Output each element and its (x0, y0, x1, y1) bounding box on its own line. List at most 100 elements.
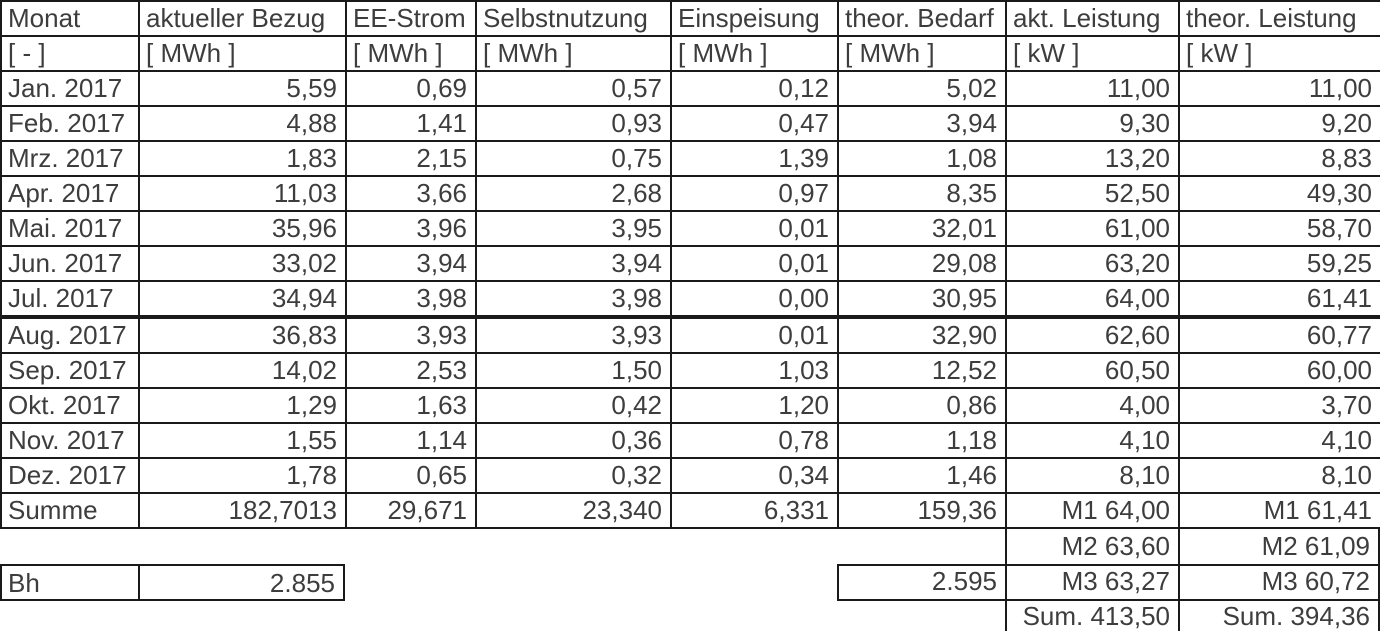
value-cell: 1,78 (138, 457, 347, 494)
summary-value-cell: 159,36 (837, 492, 1007, 529)
value-cell: 1,08 (837, 140, 1007, 177)
value-cell: 35,96 (138, 210, 347, 247)
value-cell: 3,70 (1178, 387, 1380, 424)
value-cell: 3,94 (345, 245, 477, 282)
value-cell: 8,10 (1178, 457, 1380, 494)
value-cell: 0,65 (345, 457, 477, 494)
column-unit: [ MWh ] (345, 35, 477, 72)
value-cell: 1,18 (837, 422, 1007, 459)
month-cell: Jan. 2017 (0, 70, 140, 107)
summary-value-cell: 29,671 (345, 492, 477, 529)
value-cell: 4,88 (138, 105, 347, 142)
value-cell: 61,00 (1005, 210, 1180, 247)
column-header: theor. Leistung (1178, 0, 1380, 37)
value-cell: 0,36 (475, 422, 672, 459)
month-cell: Jul. 2017 (0, 280, 140, 318)
column-unit: [ MWh ] (138, 35, 347, 72)
table-footer-zone: M2 63,60 M2 61,09 Bh 2.855 2.595 M3 63,2… (0, 529, 1380, 631)
value-cell: 32,01 (837, 210, 1007, 247)
sum-theor-leistung-cell: Sum. 394,36 (1178, 599, 1380, 631)
column-unit: [ MWh ] (837, 35, 1007, 72)
m3-theor-leistung-cell: M3 60,72 (1178, 564, 1380, 601)
value-cell: 60,77 (1178, 315, 1380, 354)
column-header: Monat (0, 0, 140, 37)
m2-theor-leistung-cell: M2 61,09 (1178, 529, 1380, 566)
value-cell: 5,59 (138, 70, 347, 107)
value-cell: 3,94 (475, 245, 672, 282)
column-unit: [ - ] (0, 35, 140, 72)
value-cell: 0,78 (670, 422, 839, 459)
value-cell: 52,50 (1005, 175, 1180, 212)
summary-value-cell: M1 61,41 (1178, 492, 1380, 529)
value-cell: 61,41 (1178, 280, 1380, 318)
energy-table: Monat aktueller Bezug EE-Strom Selbstnutzun… (0, 0, 1380, 529)
column-header: akt. Leistung (1005, 0, 1180, 37)
value-cell: 36,83 (138, 315, 347, 354)
value-cell: 3,94 (837, 105, 1007, 142)
month-cell: Mai. 2017 (0, 210, 140, 247)
sum-akt-leistung-cell: Sum. 413,50 (1005, 599, 1178, 631)
value-cell: 33,02 (138, 245, 347, 282)
value-cell: 13,20 (1005, 140, 1180, 177)
value-cell: 1,83 (138, 140, 347, 177)
value-cell: 59,25 (1178, 245, 1380, 282)
value-cell: 11,03 (138, 175, 347, 212)
value-cell: 8,10 (1005, 457, 1180, 494)
column-header: Einspeisung (670, 0, 839, 37)
month-cell: Apr. 2017 (0, 175, 140, 212)
summary-value-cell: 6,331 (670, 492, 839, 529)
value-cell: 1,14 (345, 422, 477, 459)
value-cell: 0,12 (670, 70, 839, 107)
value-cell: 1,20 (670, 387, 839, 424)
value-cell: 0,00 (670, 280, 839, 318)
value-cell: 12,52 (837, 352, 1007, 389)
value-cell: 1,29 (138, 387, 347, 424)
value-cell: 2,68 (475, 175, 672, 212)
value-cell: 8,83 (1178, 140, 1380, 177)
column-unit: [ MWh ] (475, 35, 672, 72)
value-cell: 9,20 (1178, 105, 1380, 142)
month-cell: Okt. 2017 (0, 387, 140, 424)
value-cell: 4,10 (1178, 422, 1380, 459)
column-header: aktueller Bezug (138, 0, 347, 37)
column-unit: [ kW ] (1005, 35, 1180, 72)
month-cell: Mrz. 2017 (0, 140, 140, 177)
value-cell: 1,39 (670, 140, 839, 177)
value-cell: 32,90 (837, 315, 1007, 354)
bh-label-cell: Bh (0, 564, 138, 601)
value-cell: 3,96 (345, 210, 477, 247)
value-cell: 29,08 (837, 245, 1007, 282)
value-cell: 3,93 (475, 315, 672, 354)
summary-value-cell: 182,7013 (138, 492, 347, 529)
value-cell: 3,98 (345, 280, 477, 318)
value-cell: 0,32 (475, 457, 672, 494)
value-cell: 0,34 (670, 457, 839, 494)
month-cell: Sep. 2017 (0, 352, 140, 389)
value-cell: 3,98 (475, 280, 672, 318)
value-cell: 64,00 (1005, 280, 1180, 318)
value-cell: 0,01 (670, 210, 839, 247)
summary-label-cell: Summe (0, 492, 140, 529)
column-header: Selbstnutzung (475, 0, 672, 37)
value-cell: 0,42 (475, 387, 672, 424)
value-cell: 9,30 (1005, 105, 1180, 142)
column-header: theor. Bedarf (837, 0, 1007, 37)
month-cell: Aug. 2017 (0, 315, 140, 354)
value-cell: 3,66 (345, 175, 477, 212)
value-cell: 3,95 (475, 210, 672, 247)
value-cell: 1,41 (345, 105, 477, 142)
value-cell: 0,93 (475, 105, 672, 142)
summary-value-cell: M1 64,00 (1005, 492, 1180, 529)
summary-value-cell: 23,340 (475, 492, 672, 529)
month-cell: Feb. 2017 (0, 105, 140, 142)
m2-theor-bedarf-empty-cell (837, 529, 1005, 566)
value-cell: 11,00 (1005, 70, 1180, 107)
value-cell: 34,94 (138, 280, 347, 318)
value-cell: 0,97 (670, 175, 839, 212)
value-cell: 0,86 (837, 387, 1007, 424)
value-cell: 0,69 (345, 70, 477, 107)
value-cell: 14,02 (138, 352, 347, 389)
column-header: EE-Strom (345, 0, 477, 37)
value-cell: 0,47 (670, 105, 839, 142)
